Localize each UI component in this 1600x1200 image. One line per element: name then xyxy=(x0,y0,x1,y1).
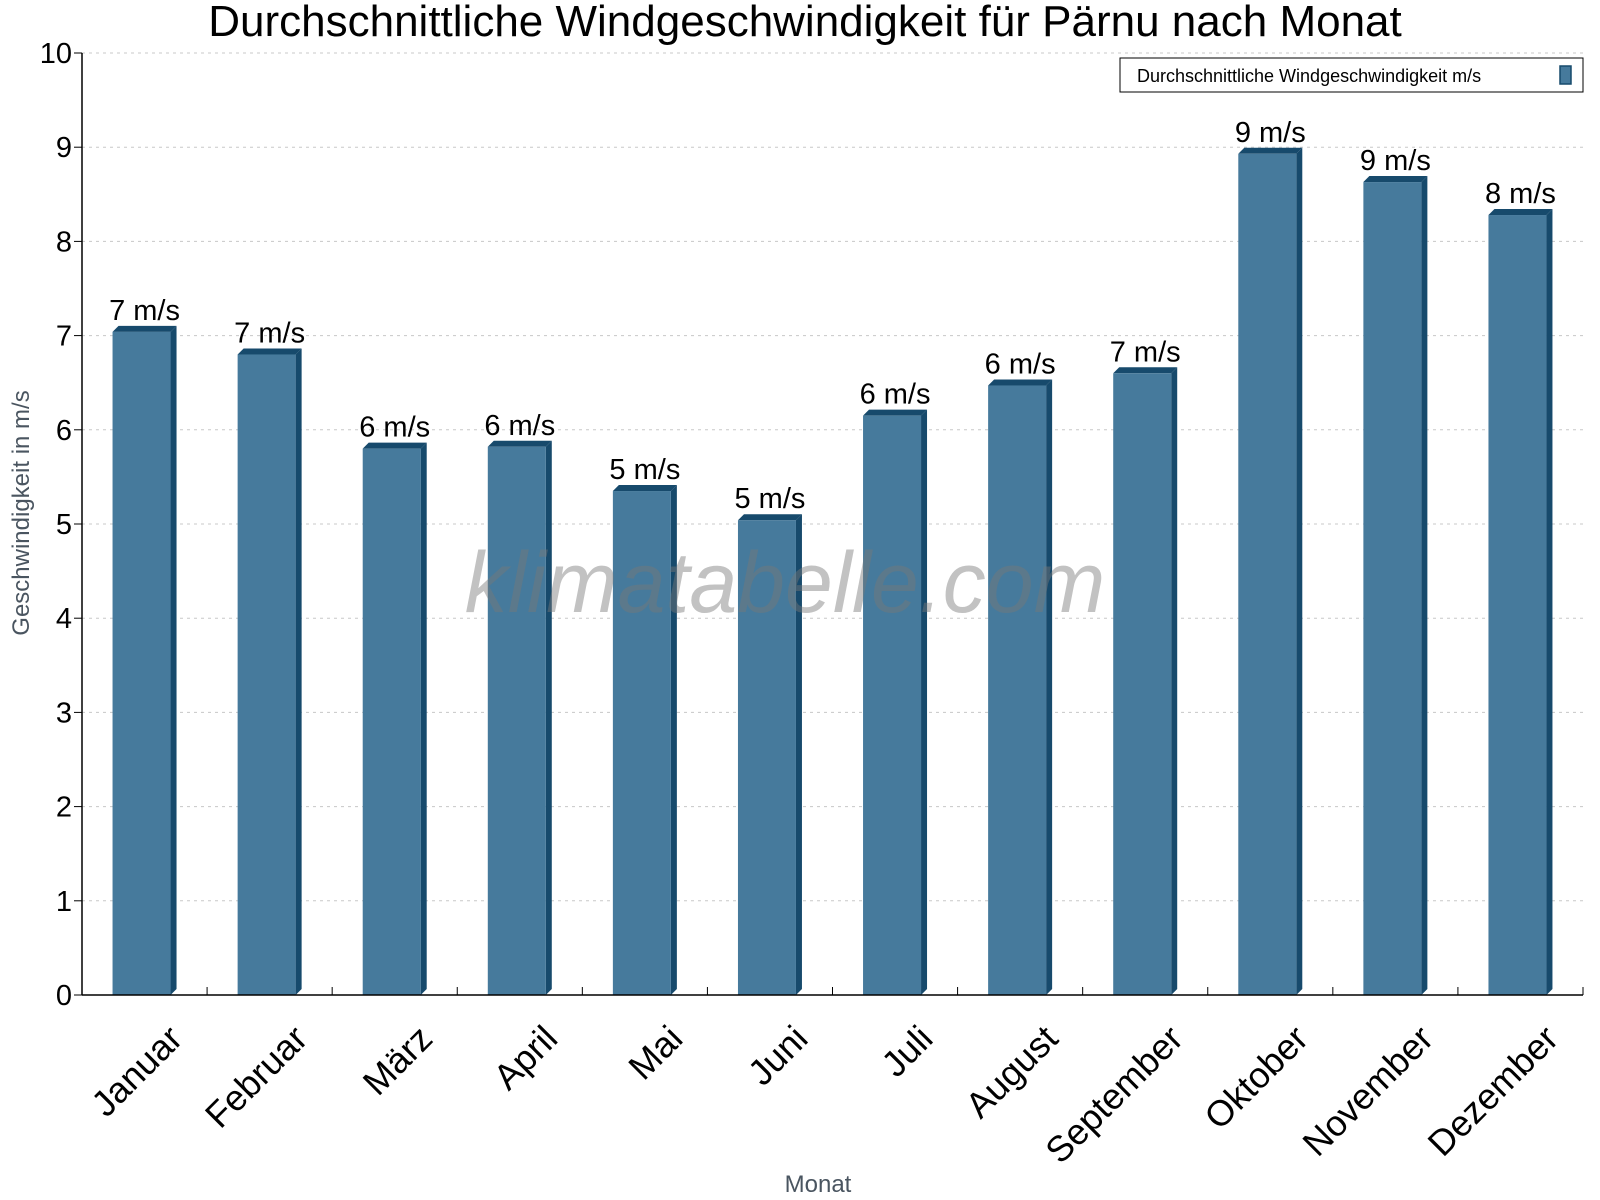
bar-value-label: 6 m/s xyxy=(985,349,1056,381)
y-axis-ticks: 0 1 2 3 4 5 6 7 8 9 10 xyxy=(40,38,82,1012)
bar-value-label: 6 m/s xyxy=(359,412,430,444)
x-tick-label: Oktober xyxy=(1196,1017,1316,1137)
x-tick-label: Mai xyxy=(620,1017,690,1087)
y-tick-label: 4 xyxy=(56,603,72,635)
y-tick-label: 7 xyxy=(56,321,72,353)
bar xyxy=(988,379,1053,995)
y-tick-label: 5 xyxy=(56,509,72,541)
y-tick-label: 6 xyxy=(56,415,72,447)
bar-value-label: 8 m/s xyxy=(1485,178,1556,210)
bar xyxy=(112,325,177,995)
bar-value-label: 9 m/s xyxy=(1360,145,1431,177)
chart-title: Durchschnittliche Windgeschwindigkeit fü… xyxy=(208,0,1401,46)
bar xyxy=(1488,209,1553,996)
x-tick-label: Februar xyxy=(197,1017,315,1135)
x-tick-label: November xyxy=(1294,1017,1440,1163)
y-tick-label: 3 xyxy=(56,697,72,729)
x-tick-label: Juli xyxy=(873,1017,940,1084)
bar xyxy=(863,409,928,995)
data-labels: 7 m/s 7 m/s 6 m/s 6 m/s 5 m/s 5 m/s 6 m/s 6 m/s… xyxy=(109,117,1556,515)
bar-value-label: 7 m/s xyxy=(1110,336,1181,368)
bar-value-label: 5 m/s xyxy=(735,483,806,515)
x-tick-label: Juni xyxy=(740,1017,816,1093)
bar-value-label: 7 m/s xyxy=(234,317,305,349)
bar xyxy=(1113,367,1178,995)
y-axis-label: Geschwindigkeit in m/s xyxy=(8,390,35,635)
bar xyxy=(487,440,552,996)
gridlines xyxy=(82,52,1583,902)
bar-value-label: 6 m/s xyxy=(484,410,555,442)
x-tick-label: August xyxy=(957,1017,1065,1125)
legend-box xyxy=(1119,57,1584,93)
x-tick-label: September xyxy=(1037,1017,1191,1171)
x-tick-label: Januar xyxy=(83,1017,190,1124)
bar-value-label: 9 m/s xyxy=(1235,117,1306,149)
legend: Durchschnittliche Windgeschwindigkeit m/… xyxy=(1119,57,1584,93)
y-tick-label: 8 xyxy=(56,226,72,258)
x-axis-label: Monat xyxy=(785,1171,852,1198)
bar xyxy=(1238,147,1303,995)
bar xyxy=(737,514,802,995)
y-tick-label: 9 xyxy=(56,132,72,164)
bar-value-label: 7 m/s xyxy=(109,295,180,327)
y-tick-label: 0 xyxy=(56,980,72,1012)
x-tick-label: Dezember xyxy=(1420,1017,1566,1163)
x-tick-label: März xyxy=(355,1017,441,1103)
bars xyxy=(112,147,1553,996)
x-tick-label: April xyxy=(485,1017,565,1097)
bar xyxy=(362,442,427,995)
bar-value-label: 6 m/s xyxy=(860,379,931,411)
bar xyxy=(237,348,302,995)
bar xyxy=(612,485,677,995)
bar-value-label: 5 m/s xyxy=(609,454,680,486)
legend-swatch xyxy=(1559,65,1572,85)
y-tick-label: 2 xyxy=(56,792,72,824)
x-axis-ticks: Januar Februar März April Mai Juni Juli AugustS… xyxy=(83,987,1584,1171)
bar xyxy=(1363,176,1428,995)
y-tick-label: 1 xyxy=(56,886,72,918)
legend-label: Durchschnittliche Windgeschwindigkeit m/… xyxy=(1137,66,1481,86)
watermark: klimatabelle.com xyxy=(465,535,1105,631)
y-tick-label: 10 xyxy=(40,38,72,70)
